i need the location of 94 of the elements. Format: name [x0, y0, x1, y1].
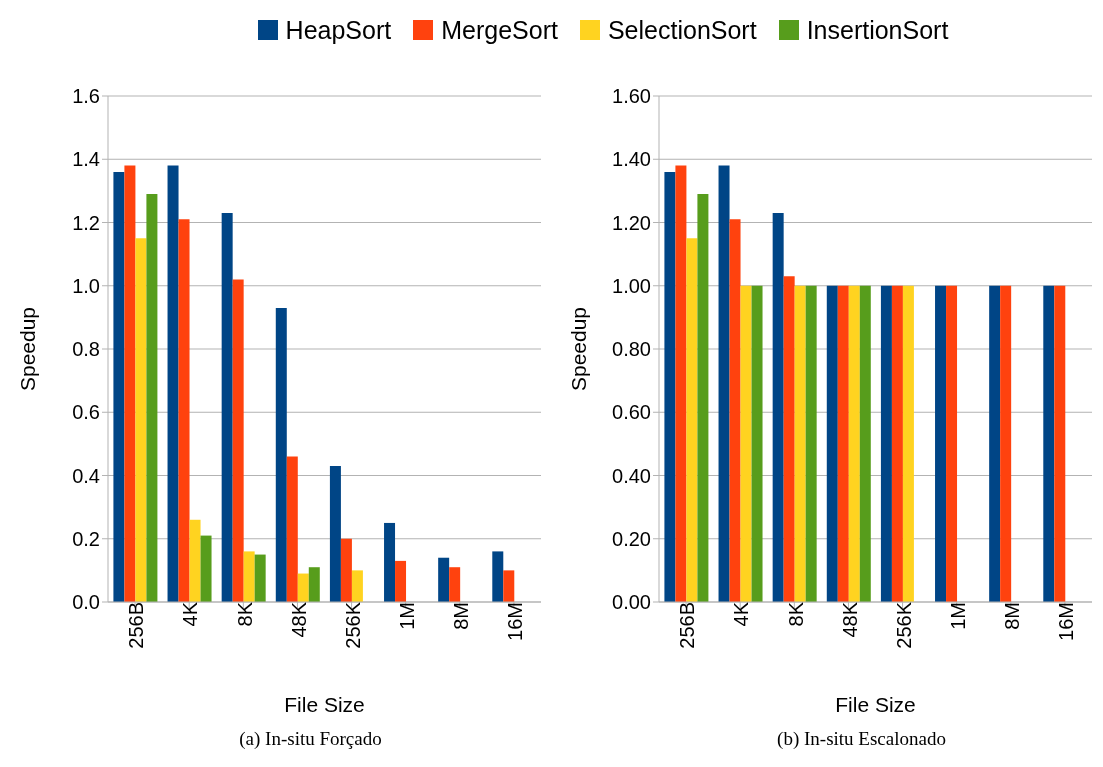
- x-tick-label: 8K: [233, 601, 256, 627]
- bar: [859, 285, 871, 602]
- bar: [805, 285, 817, 602]
- y-tick-label: 1.00: [612, 274, 651, 297]
- bar: [794, 285, 806, 602]
- bar: [848, 285, 860, 602]
- x-tick-label: 256B: [676, 602, 699, 649]
- bar: [935, 285, 947, 602]
- legend-label: MergeSort: [441, 15, 558, 45]
- bar: [189, 519, 201, 602]
- y-tick-label: 0.60: [612, 401, 651, 424]
- bar: [384, 522, 396, 602]
- x-tick-label: 8M: [450, 602, 473, 630]
- text: (b) In-situ Escalonado: [776, 728, 947, 750]
- bar: [1000, 285, 1012, 602]
- bar: [902, 285, 914, 602]
- bar: [783, 276, 795, 602]
- bar: [135, 238, 147, 602]
- bar: [146, 194, 158, 602]
- bar: [989, 285, 1001, 602]
- bar: [243, 551, 255, 602]
- y-tick-label: 0.20: [612, 527, 651, 550]
- bar: [124, 165, 136, 602]
- bar: [297, 573, 309, 602]
- x-tick-label: 1M: [946, 602, 969, 630]
- y-tick-label: 0.6: [72, 401, 100, 424]
- bar: [718, 165, 730, 602]
- y-tick-label: 0.0: [72, 591, 100, 614]
- bar: [113, 171, 125, 602]
- bar: [492, 551, 504, 602]
- bar: [449, 567, 461, 602]
- y-tick-label: 0.4: [72, 464, 100, 487]
- x-tick-label: 256K: [892, 601, 915, 649]
- x-tick-label: 48K: [838, 601, 861, 638]
- x-tick-label: 256B: [125, 602, 148, 649]
- bar: [1043, 285, 1055, 602]
- bar: [675, 165, 687, 602]
- x-tick-label: 16M: [504, 602, 527, 641]
- y-tick-label: 0.80: [612, 338, 651, 361]
- x-axis-title: File Size: [835, 693, 916, 716]
- bar: [308, 567, 320, 602]
- bar: [740, 285, 752, 602]
- bar: [340, 538, 352, 602]
- y-tick-label: 1.0: [72, 274, 100, 297]
- y-tick-label: 0.00: [612, 591, 651, 614]
- bar: [664, 171, 676, 602]
- bar: [200, 535, 212, 602]
- bar: [167, 165, 179, 602]
- y-axis-title: Speedup: [567, 306, 591, 392]
- bar: [221, 213, 233, 602]
- x-tick-label: 48K: [287, 601, 310, 638]
- bar: [1054, 285, 1066, 602]
- x-tick-label: 1M: [395, 602, 418, 630]
- bar: [826, 285, 838, 602]
- x-tick-label: 4K: [179, 601, 202, 627]
- x-tick-label: 4K: [730, 601, 753, 627]
- x-tick-label: 8M: [1001, 602, 1024, 630]
- y-tick-label: 0.40: [612, 464, 651, 487]
- bar: [686, 238, 698, 602]
- y-tick-label: 1.4: [72, 148, 100, 171]
- y-tick-label: 0.8: [72, 338, 100, 361]
- x-axis-title: File Size: [284, 693, 365, 716]
- x-tick-label: 8K: [784, 601, 807, 627]
- bar: [395, 560, 407, 602]
- legend-label: SelectionSort: [607, 15, 757, 45]
- legend-label: InsertionSort: [806, 15, 949, 45]
- bar: [946, 285, 958, 602]
- bar: [351, 570, 363, 602]
- x-tick-label: 16M: [1055, 602, 1078, 641]
- x-tick-label: 256K: [341, 601, 364, 649]
- y-tick-label: 1.20: [612, 211, 651, 234]
- bar: [751, 285, 763, 602]
- y-tick-label: 0.2: [72, 527, 100, 550]
- text: (a) In-situ Forçado: [238, 728, 383, 750]
- bar: [837, 285, 849, 602]
- bar: [275, 307, 287, 602]
- bar: [503, 570, 515, 602]
- bar: [729, 219, 741, 602]
- bar: [232, 279, 244, 602]
- bar: [772, 213, 784, 602]
- bar: [438, 557, 450, 602]
- bar: [286, 456, 298, 602]
- bar: [178, 219, 190, 602]
- bar: [697, 194, 709, 602]
- y-tick-label: 1.2: [72, 211, 100, 234]
- y-tick-label: 1.6: [72, 85, 100, 108]
- y-tick-label: 1.60: [612, 85, 651, 108]
- y-tick-label: 1.40: [612, 148, 651, 171]
- legend-label: HeapSort: [285, 15, 392, 45]
- bar: [880, 285, 892, 602]
- bar: [254, 554, 266, 602]
- bar: [891, 285, 903, 602]
- bar: [329, 466, 341, 602]
- y-axis-title: Speedup: [16, 306, 40, 392]
